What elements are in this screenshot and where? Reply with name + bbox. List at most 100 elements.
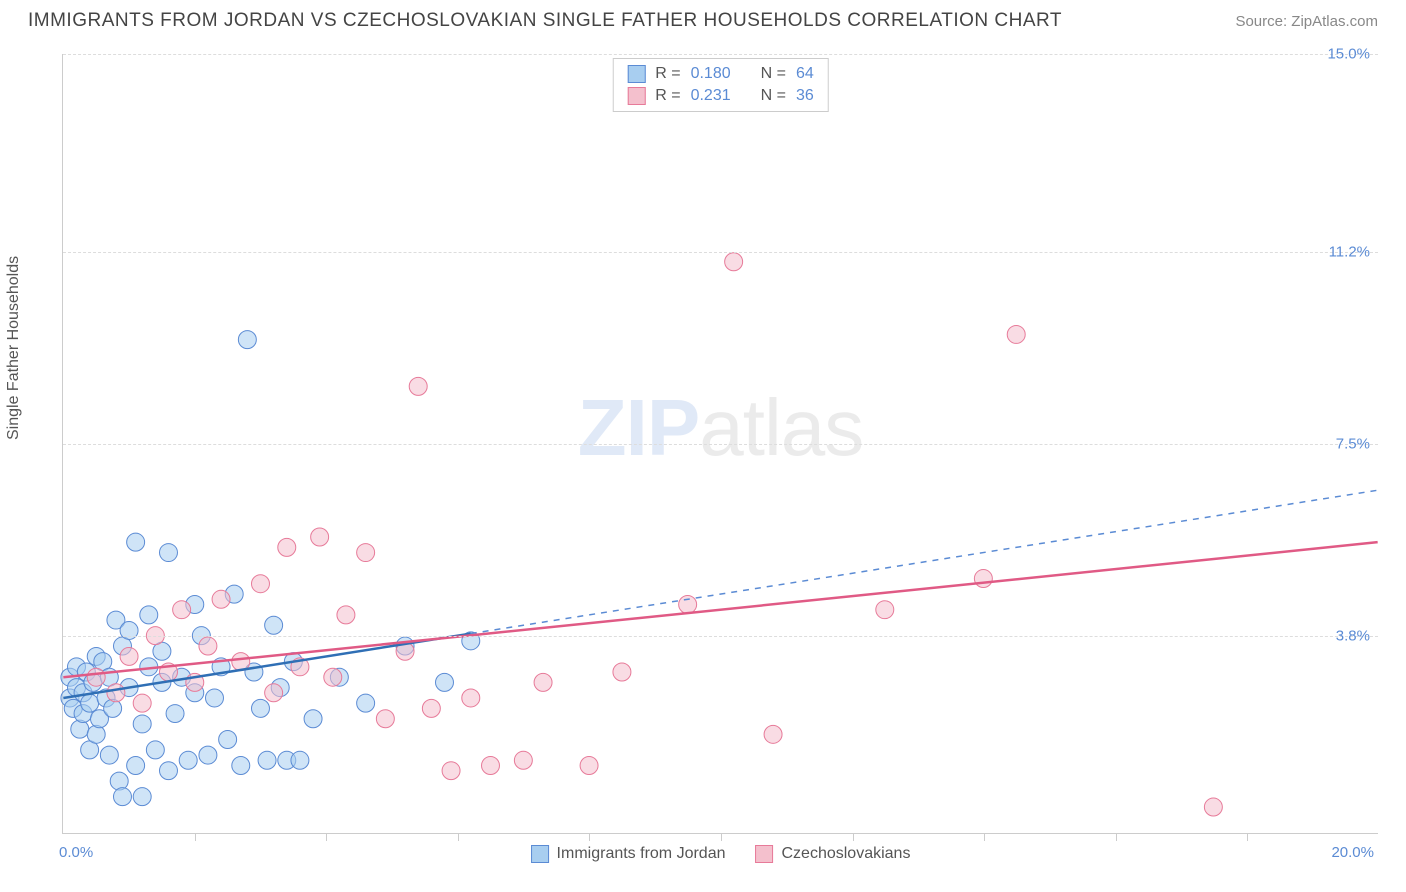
bottom-legend: Immigrants from Jordan Czechoslovakians (531, 845, 911, 863)
scatter-point (764, 725, 782, 743)
scatter-point (376, 710, 394, 728)
y-axis-label: Single Father Households (5, 256, 23, 440)
y-tick-label: 3.8% (1336, 628, 1370, 645)
scatter-point (462, 689, 480, 707)
x-tick (721, 833, 722, 841)
scatter-point (140, 606, 158, 624)
scatter-point (104, 699, 122, 717)
scatter-point (442, 762, 460, 780)
scatter-point (258, 751, 276, 769)
scatter-point (1007, 325, 1025, 343)
source-label: Source: ZipAtlas.com (1235, 13, 1378, 30)
scatter-point (133, 694, 151, 712)
legend-swatch (531, 845, 549, 863)
scatter-point (100, 746, 118, 764)
scatter-point (238, 331, 256, 349)
scatter-point (337, 606, 355, 624)
stats-row: R =0.231N =36 (627, 85, 814, 107)
y-tick-label: 15.0% (1327, 46, 1370, 63)
scatter-point (133, 715, 151, 733)
scatter-point (110, 772, 128, 790)
x-tick (458, 833, 459, 841)
trend-line-dashed (471, 490, 1378, 633)
r-value: 0.180 (691, 65, 731, 83)
scatter-point (87, 725, 105, 743)
scatter-point (219, 731, 237, 749)
scatter-point (422, 699, 440, 717)
scatter-point (265, 616, 283, 634)
gridline (63, 444, 1378, 445)
scatter-point (514, 751, 532, 769)
legend-label: Czechoslovakians (781, 845, 910, 863)
chart-title: IMMIGRANTS FROM JORDAN VS CZECHOSLOVAKIA… (28, 10, 1062, 32)
legend-swatch (627, 87, 645, 105)
trend-line (63, 542, 1377, 677)
scatter-point (324, 668, 342, 686)
scatter-point (534, 673, 552, 691)
scatter-point (974, 570, 992, 588)
x-axis-max-label: 20.0% (1331, 844, 1374, 861)
scatter-point (613, 663, 631, 681)
scatter-point (173, 601, 191, 619)
scatter-point (409, 377, 427, 395)
scatter-point (482, 756, 500, 774)
legend-item: Immigrants from Jordan (531, 845, 726, 863)
scatter-point (304, 710, 322, 728)
scatter-point (179, 751, 197, 769)
scatter-point (436, 673, 454, 691)
scatter-point (199, 746, 217, 764)
x-tick (195, 833, 196, 841)
scatter-point (127, 756, 145, 774)
scatter-point (120, 647, 138, 665)
scatter-point (166, 705, 184, 723)
scatter-point (206, 689, 224, 707)
x-axis-min-label: 0.0% (59, 844, 93, 861)
x-tick (1116, 833, 1117, 841)
scatter-point (87, 668, 105, 686)
n-label: N = (761, 65, 786, 83)
scatter-point (278, 538, 296, 556)
x-tick (326, 833, 327, 841)
scatter-point (113, 788, 131, 806)
n-value: 64 (796, 65, 814, 83)
y-tick-label: 7.5% (1336, 436, 1370, 453)
legend-swatch (627, 65, 645, 83)
scatter-point (311, 528, 329, 546)
y-tick-label: 11.2% (1329, 243, 1370, 260)
chart-header: IMMIGRANTS FROM JORDAN VS CZECHOSLOVAKIA… (0, 0, 1406, 38)
scatter-point (679, 596, 697, 614)
r-label: R = (655, 87, 680, 105)
scatter-point (199, 637, 217, 655)
scatter-point (265, 684, 283, 702)
n-label: N = (761, 87, 786, 105)
r-label: R = (655, 65, 680, 83)
x-tick (589, 833, 590, 841)
legend-item: Czechoslovakians (755, 845, 910, 863)
plot-area: ZIPatlas R =0.180N =64R =0.231N =36 0.0%… (62, 54, 1378, 834)
x-tick (984, 833, 985, 841)
scatter-point (81, 694, 99, 712)
legend-label: Immigrants from Jordan (557, 845, 726, 863)
scatter-point (133, 788, 151, 806)
scatter-point (232, 756, 250, 774)
legend-swatch (755, 845, 773, 863)
scatter-point (160, 762, 178, 780)
scatter-point (725, 253, 743, 271)
gridline (63, 636, 1378, 637)
scatter-point (1204, 798, 1222, 816)
scatter-point (876, 601, 894, 619)
gridline (63, 252, 1378, 253)
scatter-point (357, 694, 375, 712)
scatter-point (252, 699, 270, 717)
scatter-point (71, 720, 89, 738)
scatter-point (252, 575, 270, 593)
stats-row: R = 0.180 N = 64 (627, 63, 814, 85)
x-tick (853, 833, 854, 841)
stats-box: R =0.180N =64R =0.231N =36 (612, 58, 829, 112)
gridline (63, 54, 1378, 55)
n-value: 36 (796, 87, 814, 105)
x-tick (1247, 833, 1248, 841)
scatter-point (580, 756, 598, 774)
scatter-point (107, 684, 125, 702)
scatter-point (291, 751, 309, 769)
